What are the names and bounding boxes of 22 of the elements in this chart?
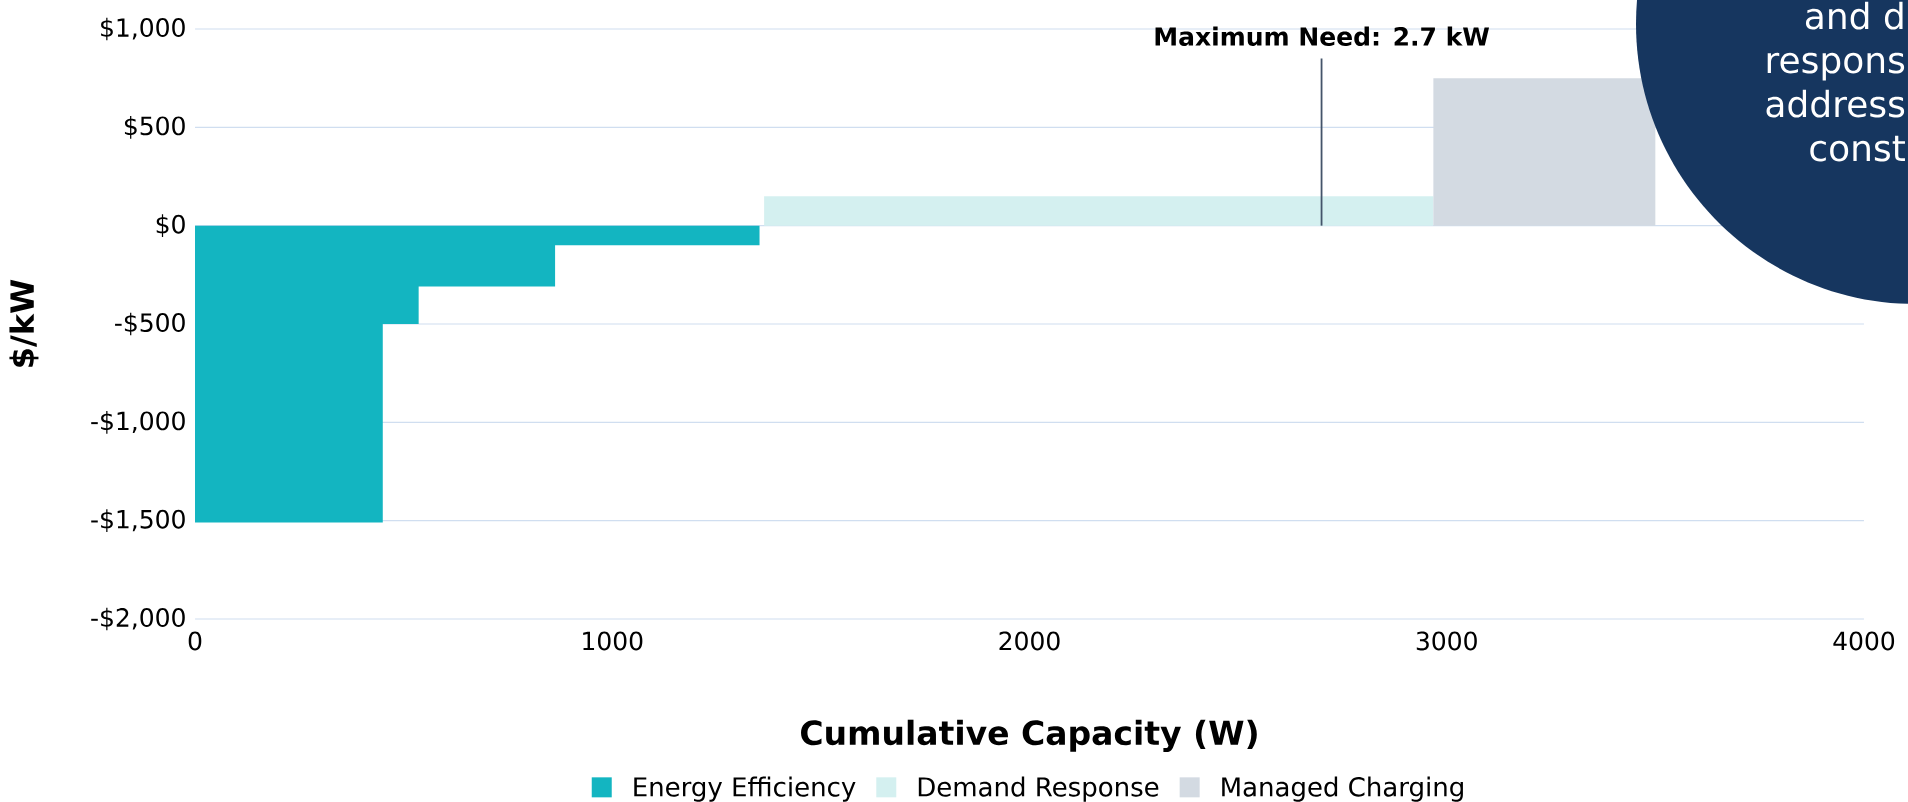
y-tick-label: -$500 bbox=[115, 312, 185, 336]
annotation: const bbox=[1810, 135, 1905, 162]
y-axis-title: $/kW bbox=[9, 279, 39, 367]
x-tick-label: 4000 bbox=[1833, 631, 1895, 651]
y-tick-label: -$1,000 bbox=[91, 410, 185, 434]
x-tick-label: 0 bbox=[188, 631, 202, 651]
x-tick-label: 3000 bbox=[1416, 631, 1477, 651]
y-tick-label: -$1,500 bbox=[91, 509, 185, 532]
x-tick-label: 1000 bbox=[583, 631, 643, 651]
legend-label: Demand Response bbox=[918, 776, 1159, 802]
annotation: address bbox=[1766, 89, 1905, 118]
y-tick-label: -$2,000 bbox=[91, 607, 185, 631]
legend-label: Energy Efficiency bbox=[634, 776, 856, 802]
annotation: Maximum Need: 2.7 kW bbox=[1155, 26, 1490, 46]
y-tick-label: $1,000 bbox=[101, 17, 185, 41]
y-tick-label: $0 bbox=[156, 214, 185, 237]
annotation: respons bbox=[1767, 52, 1905, 81]
x-axis-title: Cumulative Capacity (W) bbox=[801, 719, 1257, 752]
y-tick-label: $500 bbox=[124, 115, 185, 139]
x-tick-label: 2000 bbox=[999, 631, 1060, 651]
legend-label: Managed Charging bbox=[1222, 776, 1463, 802]
annotation: and d bbox=[1805, 1, 1903, 30]
